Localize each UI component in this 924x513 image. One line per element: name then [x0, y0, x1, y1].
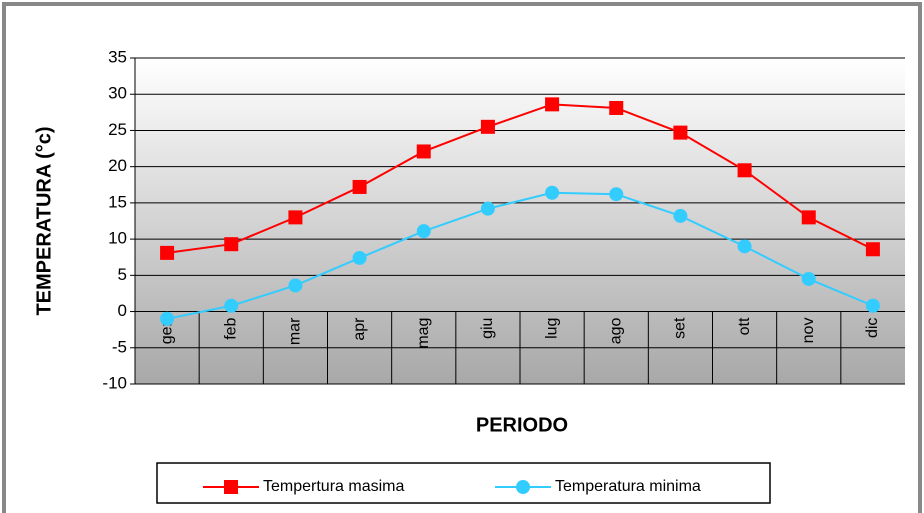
y-tick-label: 35	[108, 47, 127, 66]
y-axis-title: TEMPERATURA (°c)	[33, 126, 55, 315]
marker	[737, 239, 752, 254]
marker	[673, 208, 688, 223]
marker	[609, 100, 624, 115]
marker	[801, 210, 816, 225]
marker	[416, 144, 431, 159]
marker	[480, 201, 495, 216]
x-tick-label: dic	[864, 318, 881, 338]
marker	[609, 187, 624, 202]
marker	[737, 163, 752, 178]
y-tick-label: -10	[102, 373, 127, 392]
legend	[156, 462, 771, 504]
legend-label: Tempertura masima	[263, 478, 404, 495]
x-tick-label: nov	[800, 318, 817, 344]
marker	[416, 224, 431, 239]
legend-marker	[224, 480, 238, 494]
y-tick-label: 5	[118, 265, 127, 284]
y-tick-label: -5	[112, 337, 127, 356]
y-tick-label: 30	[108, 84, 127, 103]
legend-marker	[516, 480, 530, 494]
series-line	[166, 191, 874, 320]
marker	[865, 242, 880, 257]
marker	[673, 125, 688, 140]
marker	[288, 210, 303, 225]
x-tick-label: feb	[222, 317, 239, 339]
marker	[545, 97, 560, 112]
x-tick-label: mag	[415, 318, 432, 349]
legend-label: Temperatura minima	[555, 478, 701, 495]
y-tick-label: 0	[118, 301, 127, 320]
y-tick-label: 15	[108, 192, 127, 211]
y-tick-label: 25	[108, 120, 127, 139]
marker	[352, 179, 367, 194]
x-tick-label: ago	[607, 317, 624, 344]
x-tick-label: lug	[543, 318, 560, 339]
x-tick-label: mar	[287, 317, 304, 345]
marker	[352, 250, 367, 265]
y-tick-label: 20	[108, 156, 127, 175]
series-line	[166, 103, 874, 254]
x-axis-title: PERIODO	[476, 414, 568, 436]
x-tick-label: giu	[479, 318, 496, 339]
marker	[801, 271, 816, 286]
marker	[480, 119, 495, 134]
marker	[160, 311, 175, 326]
x-tick-label: set	[672, 317, 689, 339]
marker	[160, 245, 175, 260]
marker	[865, 298, 880, 313]
marker	[288, 278, 303, 293]
x-tick-label: apr	[351, 317, 368, 341]
marker	[224, 298, 239, 313]
x-tick-label: ott	[736, 317, 753, 335]
y-tick-label: 10	[108, 229, 127, 248]
marker	[545, 185, 560, 200]
marker	[224, 237, 239, 252]
